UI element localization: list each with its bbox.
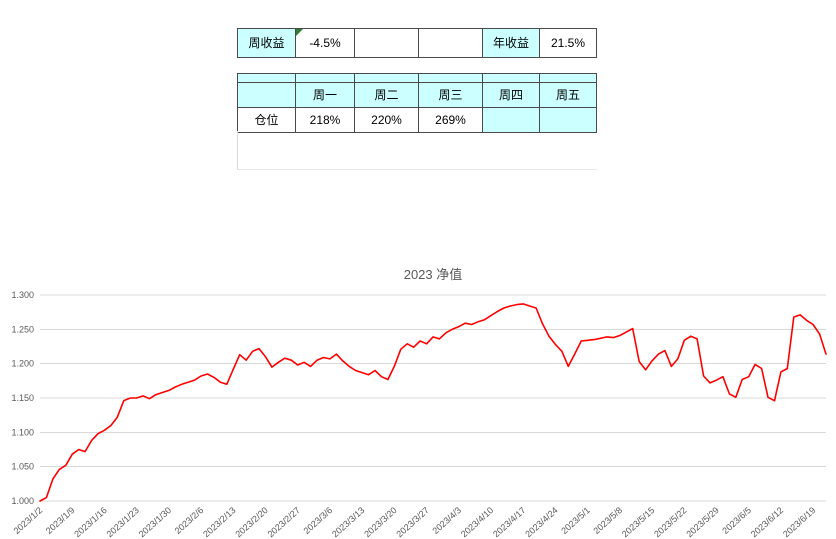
- cell-empty[interactable]: [354, 28, 419, 58]
- x-axis-tick-label: 2023/5/22: [652, 505, 688, 539]
- y-axis-tick-label: 1.000: [11, 496, 34, 506]
- cell-header-corner[interactable]: [237, 82, 296, 108]
- gridline-remnant-vertical: [237, 131, 238, 169]
- x-axis-tick-label: 2023/1/23: [105, 505, 141, 539]
- cell-weekly-return-label[interactable]: 周收益: [237, 28, 296, 58]
- y-axis-tick-label: 1.300: [11, 290, 34, 300]
- y-axis-tick-label: 1.100: [11, 427, 34, 437]
- cell-empty[interactable]: [418, 28, 483, 58]
- cell-annual-return-value[interactable]: 21.5%: [539, 28, 597, 58]
- x-axis-tick-label: 2023/5/15: [620, 505, 656, 539]
- x-axis-tick-label: 2023/5/29: [684, 505, 720, 539]
- x-axis-tick-label: 2023/3/13: [330, 505, 366, 539]
- cell-header-thursday[interactable]: 周四: [482, 82, 540, 108]
- x-axis-tick-label: 2023/4/24: [523, 505, 559, 539]
- cell-header-tuesday[interactable]: 周二: [354, 82, 419, 108]
- x-axis-tick-label: 2023/3/20: [362, 505, 398, 539]
- cell-annual-return-label[interactable]: 年收益: [482, 28, 540, 58]
- gridline-remnant-horizontal: [237, 169, 597, 170]
- y-axis-tick-label: 1.250: [11, 324, 34, 334]
- x-axis-tick-label: 2023/1/16: [72, 505, 108, 539]
- net-value-chart[interactable]: 1.000 1.050 1.100 1.150 1.200 1.250 1.300 2023/…: [0, 263, 836, 539]
- cell-position-wednesday[interactable]: 269%: [418, 107, 483, 133]
- cell-header-friday[interactable]: 周五: [539, 82, 597, 108]
- x-axis-tick-label: 2023/6/12: [749, 505, 785, 539]
- x-axis-tick-label: 2023/5/1: [559, 505, 592, 536]
- positions-table: 周收益 -4.5% 年收益 21.5% 周一 周二 周三 周四: [237, 28, 597, 133]
- cell-position-friday[interactable]: [539, 107, 597, 133]
- x-axis-tick-label: 2023/2/27: [266, 505, 302, 539]
- net-value-series-line[interactable]: [39, 303, 827, 502]
- x-axis-tick-label: 2023/2/20: [233, 505, 269, 539]
- x-axis-tick-label: 2023/3/27: [394, 505, 430, 539]
- y-axis-tick-label: 1.150: [11, 393, 34, 403]
- weekday-header-row: 周一 周二 周三 周四 周五: [237, 82, 597, 108]
- cell-weekly-return-value[interactable]: -4.5%: [295, 28, 355, 58]
- cell-blank: [237, 57, 597, 74]
- x-axis-tick-label: 2023/1/30: [137, 505, 173, 539]
- summary-row: 周收益 -4.5% 年收益 21.5%: [237, 28, 597, 58]
- x-axis-tick-label: 2023/2/13: [201, 505, 237, 539]
- cell-strip[interactable]: [482, 73, 540, 83]
- cell-position-monday[interactable]: 218%: [295, 107, 355, 133]
- chart-canvas: 1.000 1.050 1.100 1.150 1.200 1.250 1.300 2023/…: [11, 267, 827, 539]
- x-axis-tick-label: 2023/4/10: [459, 505, 495, 539]
- cell-position-tuesday[interactable]: 220%: [354, 107, 419, 133]
- cell-strip[interactable]: [237, 73, 296, 83]
- cell-header-monday[interactable]: 周一: [295, 82, 355, 108]
- cell-header-wednesday[interactable]: 周三: [418, 82, 483, 108]
- cell-position-label[interactable]: 仓位: [237, 107, 296, 133]
- spacer-row: [237, 57, 597, 74]
- error-indicator-icon: [296, 29, 303, 36]
- x-axis-tick-label: 2023/4/17: [491, 505, 527, 539]
- weekly-return-value: -4.5%: [309, 36, 341, 50]
- x-axis-tick-label: 2023/6/19: [781, 505, 817, 539]
- cyan-strip-row: [237, 73, 597, 83]
- worksheet-cells: 周收益 -4.5% 年收益 21.5% 周一 周二 周三 周四: [237, 28, 597, 133]
- chart-title: 2023 净值: [404, 267, 463, 282]
- cell-position-thursday[interactable]: [482, 107, 540, 133]
- cell-strip[interactable]: [539, 73, 597, 83]
- y-axis-tick-label: 1.200: [11, 359, 34, 369]
- y-axis-tick-label: 1.050: [11, 462, 34, 472]
- x-axis-tick-label: 2023/1/2: [12, 505, 45, 536]
- cell-strip[interactable]: [295, 73, 355, 83]
- position-row: 仓位 218% 220% 269%: [237, 107, 597, 133]
- cell-strip[interactable]: [354, 73, 419, 83]
- cell-strip[interactable]: [418, 73, 483, 83]
